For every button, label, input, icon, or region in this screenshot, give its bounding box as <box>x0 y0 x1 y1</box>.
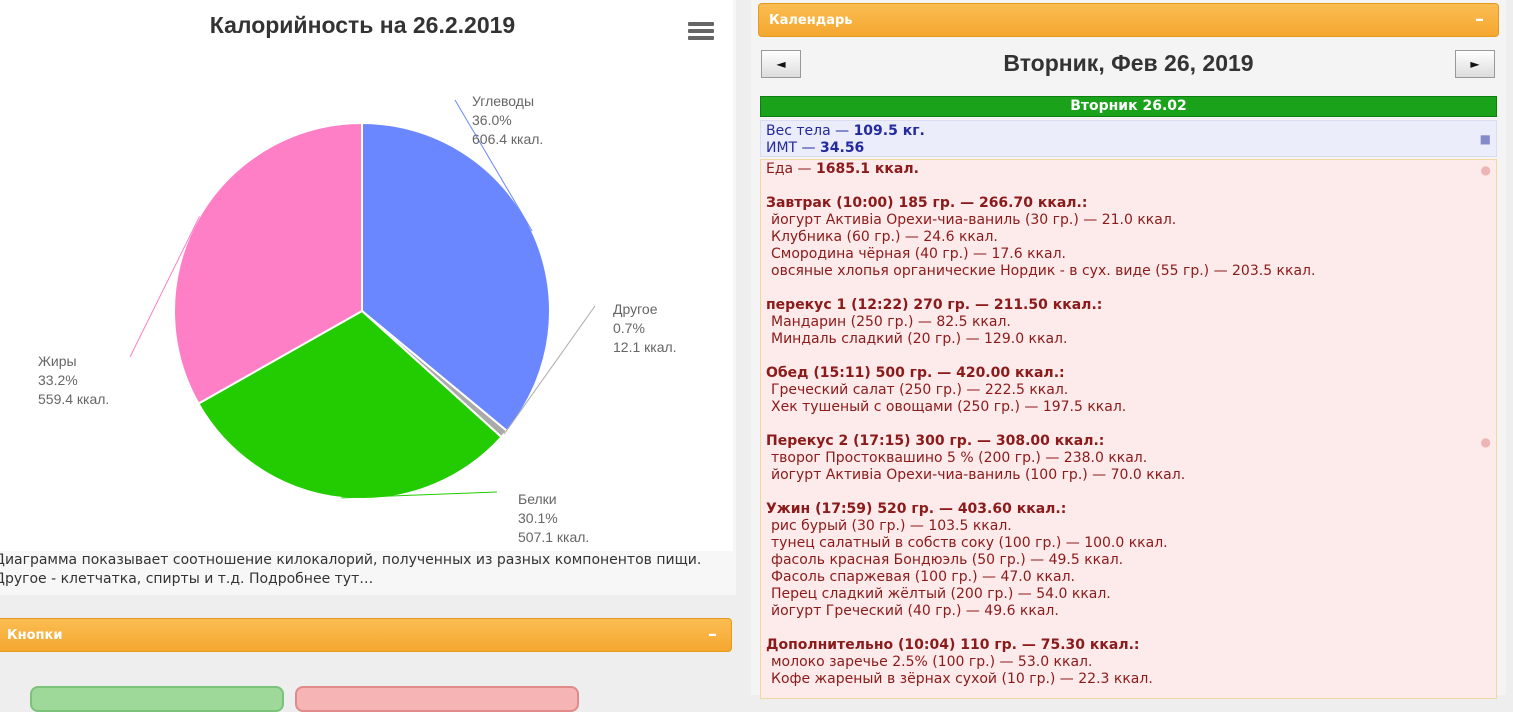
weight-value: 109.5 кг. <box>853 123 925 139</box>
minimize-icon[interactable]: – <box>708 624 717 645</box>
food-item[interactable]: Перец сладкий жёлтый (200 гр.) — 54.0 кк… <box>771 586 1111 602</box>
slice-connector <box>129 216 201 358</box>
meal-header: Дополнительно (10:04) 110 гр. — 75.30 кк… <box>766 637 1140 653</box>
food-item[interactable]: Фасоль спаржевая (100 гр.) — 47.0 ккал. <box>771 569 1075 585</box>
apple-icon[interactable]: ● <box>1480 163 1491 177</box>
slice-value-label: 12.1 ккал. <box>613 339 677 355</box>
chart-description: Диаграмма показывает соотношение килокал… <box>0 552 702 587</box>
slice-name-label: Углеводы <box>472 93 534 109</box>
pie-slice[interactable] <box>197 309 503 500</box>
chart-container: Углеводы 36.0% 606.4 ккал. Другое 0.7% 12.1 к… <box>0 0 733 551</box>
food-item[interactable]: Кофе жареный в зёрнах сухой (10 гр.) — 2… <box>771 671 1153 687</box>
apple-icon[interactable]: ● <box>1480 435 1491 449</box>
food-total-label: Еда — <box>766 161 817 177</box>
food-item[interactable]: Смородина чёрная (40 гр.) — 17.6 ккал. <box>771 246 1066 262</box>
food-item[interactable]: Миндаль сладкий (20 гр.) — 129.0 ккал. <box>771 331 1068 347</box>
food-item[interactable]: йогурт Активia Орехи-чиа-ваниль (100 гр.… <box>771 467 1186 483</box>
prev-day-button[interactable]: ◄ <box>761 50 801 78</box>
hamburger-menu-icon[interactable] <box>688 22 714 42</box>
food-item[interactable]: йогурт Греческий (40 гр.) — 49.6 ккал. <box>771 603 1059 619</box>
weight-info: Вес тела — 109.5 кг. ИМТ — 34.56 ■ <box>760 120 1497 157</box>
day-header[interactable]: Вторник 26.02 <box>760 96 1497 117</box>
food-total: Еда — 1685.1 ккал. <box>766 161 919 177</box>
slice-value-label: 606.4 ккал. <box>472 131 543 147</box>
food-item[interactable]: молоко заречье 2.5% (100 гр.) — 53.0 кка… <box>771 654 1093 670</box>
food-item[interactable]: овсяные хлопья органические Нордик - в с… <box>771 263 1316 279</box>
slice-value-label: 507.1 ккал. <box>518 529 589 545</box>
food-item[interactable]: фасоль красная Бондюэль (50 гр.) — 49.5 … <box>771 552 1124 568</box>
green-action-button[interactable] <box>30 686 284 712</box>
food-item[interactable]: Мандарин (250 гр.) — 82.5 ккал. <box>771 314 1011 330</box>
buttons-panel-title: Кнопки <box>7 628 63 643</box>
chart-title: Калорийность на 26.2.2019 <box>209 12 516 38</box>
pie-chart: Углеводы 36.0% 606.4 ккал. Другое 0.7% 12.1 к… <box>38 93 677 545</box>
food-item[interactable]: рис бурый (30 гр.) — 103.5 ккал. <box>771 518 1012 534</box>
minimize-icon[interactable]: – <box>1475 9 1484 30</box>
bmi-value: 34.56 <box>820 140 865 156</box>
calendar-panel-header[interactable]: Календарь – <box>758 3 1499 37</box>
scale-icon[interactable]: ■ <box>1479 132 1491 146</box>
weight-label: Вес тела — <box>766 123 854 139</box>
slice-value-label: 559.4 ккал. <box>38 391 109 407</box>
food-item[interactable]: йогурт Активia Орехи-чиа-ваниль (30 гр.)… <box>771 212 1177 228</box>
food-item[interactable]: творог Простоквашино 5 % (200 гр.) — 238… <box>771 450 1148 466</box>
meal-header: Завтрак (10:00) 185 гр. — 266.70 ккал.: <box>766 195 1088 211</box>
slice-name-label: Жиры <box>38 353 77 369</box>
slice-connector <box>454 99 533 232</box>
food-total-value: 1685.1 ккал. <box>816 161 919 177</box>
food-item[interactable]: Клубника (60 гр.) — 24.6 ккал. <box>771 229 998 245</box>
slice-percent-label: 36.0% <box>472 112 512 128</box>
meal-header: перекус 1 (12:22) 270 гр. — 211.50 ккал.… <box>766 297 1103 313</box>
calendar-panel-title: Календарь <box>769 13 853 28</box>
pie-slice[interactable] <box>361 121 551 433</box>
current-date-title: Вторник, Фев 26, 2019 <box>1003 50 1254 76</box>
food-item[interactable]: тунец салатный в собств соку (100 гр.) —… <box>771 535 1168 551</box>
slice-percent-label: 0.7% <box>613 320 645 336</box>
meal-header: Обед (15:11) 500 гр. — 420.00 ккал.: <box>766 365 1065 381</box>
food-log: ● ● Еда — 1685.1 ккал. Завтрак (10:00) 18… <box>760 159 1497 699</box>
food-item[interactable]: Хек тушеный с овощами (250 гр.) — 197.5 … <box>771 399 1127 415</box>
bmi-line: ИМТ — 34.56 <box>766 140 864 156</box>
bmi-label: ИМТ — <box>766 140 821 156</box>
meal-header: Перекус 2 (17:15) 300 гр. — 308.00 ккал.… <box>766 433 1105 449</box>
slice-name-label: Другое <box>613 301 658 317</box>
slice-percent-label: 30.1% <box>518 510 558 526</box>
slice-percent-label: 33.2% <box>38 372 78 388</box>
next-day-button[interactable]: ► <box>1455 50 1495 78</box>
food-item[interactable]: Греческий салат (250 гр.) — 222.5 ккал. <box>771 382 1069 398</box>
buttons-panel-header[interactable]: Кнопки – <box>0 618 732 652</box>
slice-connector <box>341 491 498 499</box>
chart-panel: Углеводы 36.0% 606.4 ккал. Другое 0.7% 12.1 к… <box>0 0 736 595</box>
meal-header: Ужин (17:59) 520 гр. — 403.60 ккал.: <box>766 501 1067 517</box>
red-action-button[interactable] <box>295 686 579 712</box>
slice-connector <box>503 305 596 435</box>
weight-line: Вес тела — 109.5 кг. <box>766 123 925 139</box>
slice-name-label: Белки <box>518 491 557 507</box>
